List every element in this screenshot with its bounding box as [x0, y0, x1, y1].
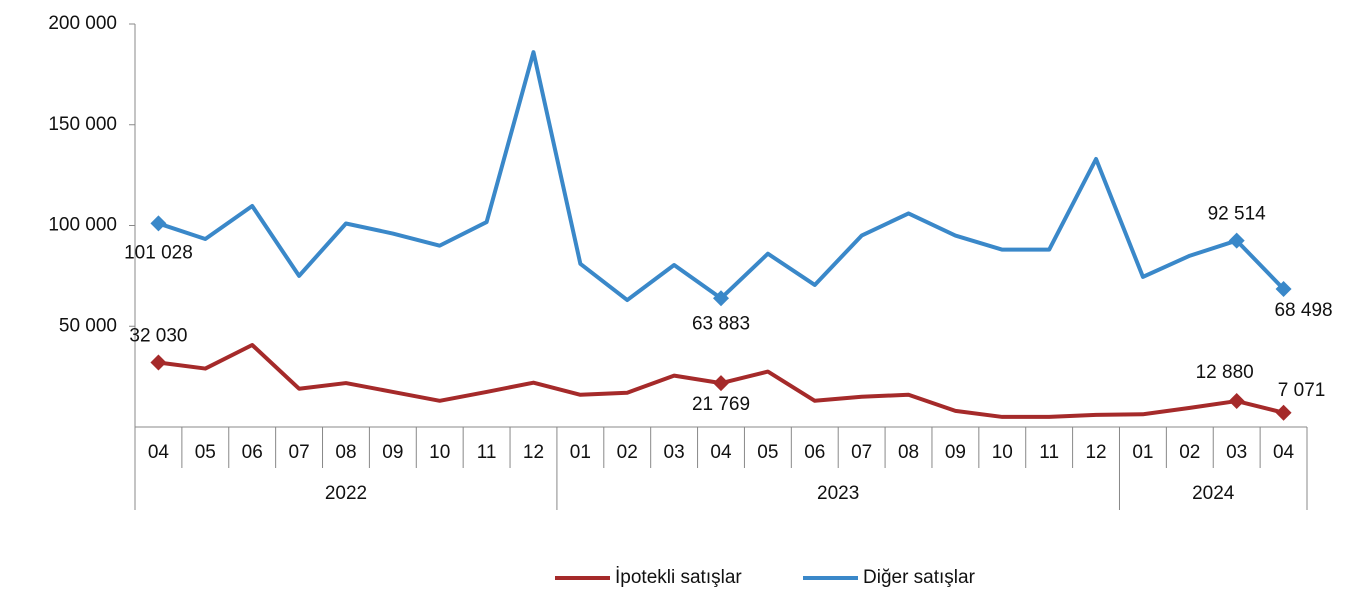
legend-label: Diğer satışlar [863, 567, 976, 588]
x-tick-label: 06 [242, 442, 263, 463]
x-tick-label: 07 [289, 442, 310, 463]
x-tick-label: 04 [148, 442, 170, 463]
point-marker [713, 290, 729, 307]
x-tick-label: 10 [992, 442, 1013, 463]
y-tick-label: 50 000 [59, 315, 117, 336]
x-tick-label: 07 [851, 442, 872, 463]
x-tick-label: 01 [570, 442, 591, 463]
x-tick-label: 12 [523, 442, 544, 463]
point-marker [713, 375, 729, 392]
point-marker [1228, 232, 1245, 249]
x-tick-label: 02 [617, 442, 638, 463]
point-marker [150, 215, 167, 232]
data-label: 63 883 [692, 313, 750, 334]
y-tick-label: 150 000 [48, 114, 117, 135]
year-label: 2024 [1192, 483, 1235, 504]
data-label: 92 514 [1208, 204, 1267, 225]
x-tick-label: 05 [757, 442, 778, 463]
y-tick-label: 200 000 [48, 13, 117, 34]
x-tick-label: 06 [804, 442, 825, 463]
x-tick-label: 10 [429, 442, 450, 463]
x-tick-label: 08 [898, 442, 919, 463]
x-tick-label: 02 [1179, 442, 1200, 463]
x-tick-label: 08 [335, 442, 356, 463]
data-label: 68 498 [1274, 300, 1332, 321]
x-tick-label: 09 [382, 442, 403, 463]
x-tick-label: 04 [710, 442, 732, 463]
y-tick-label: 100 000 [48, 215, 117, 236]
data-label: 12 880 [1196, 362, 1254, 383]
x-tick-label: 12 [1085, 442, 1106, 463]
data-label: 21 769 [692, 394, 750, 415]
point-marker [1275, 404, 1292, 421]
point-marker [1228, 393, 1245, 410]
x-tick-label: 03 [1226, 442, 1247, 463]
x-tick-label: 11 [1039, 442, 1059, 463]
data-label: 101 028 [124, 242, 193, 263]
x-tick-label: 11 [477, 442, 497, 463]
legend-label: İpotekli satışlar [615, 567, 742, 588]
point-marker [1275, 280, 1292, 297]
x-tick-label: 09 [945, 442, 966, 463]
x-tick-label: 01 [1132, 442, 1153, 463]
data-label: 32 030 [129, 325, 187, 346]
x-tick-label: 04 [1273, 442, 1295, 463]
series-line [157, 50, 1285, 303]
data-label: 7 071 [1278, 380, 1326, 401]
year-label: 2023 [817, 483, 859, 504]
x-tick-label: 03 [664, 442, 685, 463]
x-tick-label: 05 [195, 442, 216, 463]
point-marker [150, 354, 167, 371]
year-label: 2022 [325, 483, 367, 504]
